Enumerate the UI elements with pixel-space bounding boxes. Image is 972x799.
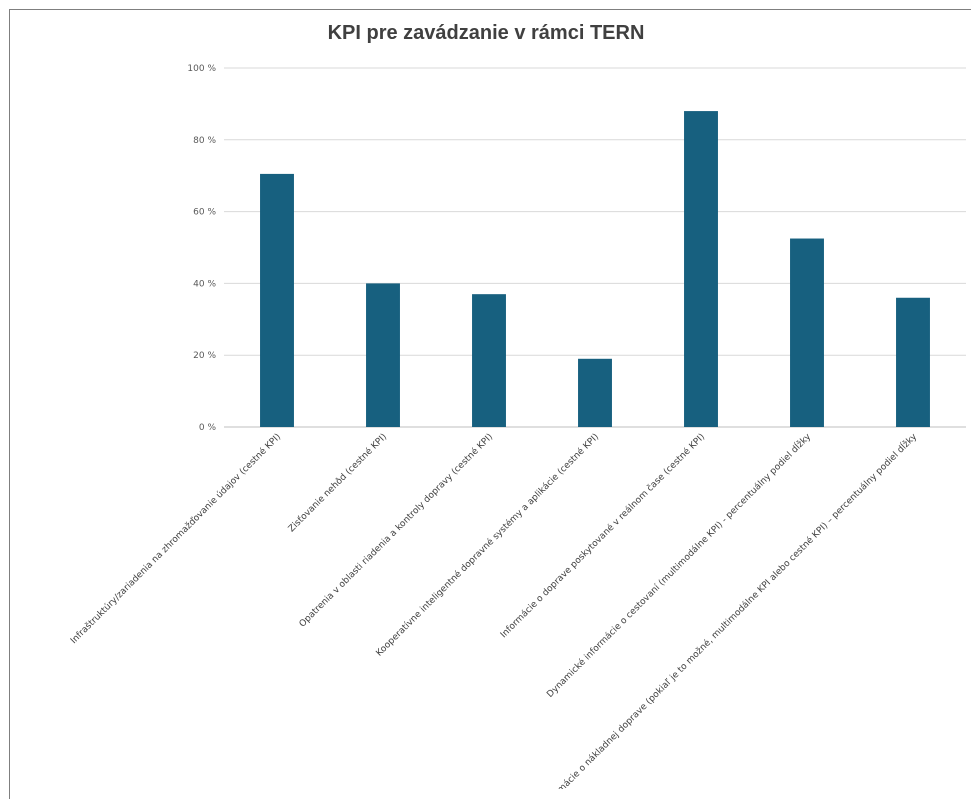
x-tick-label: Informácie o nákladnej doprave (pokiaľ j… bbox=[540, 430, 920, 789]
bar bbox=[472, 294, 506, 427]
bar bbox=[896, 297, 930, 427]
chart-title: KPI pre zavádzanie v rámci TERN bbox=[327, 22, 645, 44]
x-tick-label: Dynamické informácie o cestovaní (multim… bbox=[544, 430, 814, 700]
x-tick-label: Informácie o doprave poskytované v reáln… bbox=[498, 431, 707, 640]
y-tick-label: 60 % bbox=[193, 208, 216, 218]
bar bbox=[260, 173, 294, 427]
x-tick-label: Kooperatívne inteligentné dopravné systé… bbox=[374, 431, 601, 658]
x-tick-label: Opatrenia v oblasti riadenia a kontroly … bbox=[297, 431, 495, 629]
bar bbox=[578, 358, 612, 427]
bar bbox=[366, 283, 400, 427]
x-tick-label: Zisťovanie nehôd (cestné KPI) bbox=[286, 431, 389, 534]
y-tick-label: 20 % bbox=[193, 351, 216, 361]
bar bbox=[684, 111, 718, 427]
y-tick-label: 100 % bbox=[187, 64, 216, 74]
y-tick-label: 40 % bbox=[193, 279, 216, 289]
x-tick-label: Infraštruktúry/zariadenia na zhromažďova… bbox=[68, 431, 283, 646]
y-tick-label: 0 % bbox=[199, 423, 217, 433]
bar bbox=[790, 238, 824, 427]
y-tick-label: 80 % bbox=[193, 136, 216, 146]
